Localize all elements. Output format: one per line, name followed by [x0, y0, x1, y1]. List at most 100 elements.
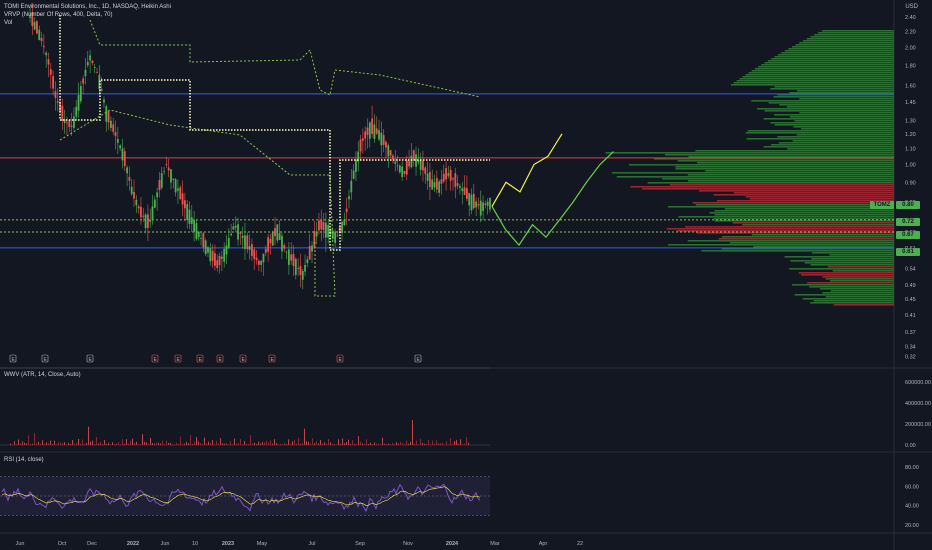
volume-profile-bar — [605, 152, 894, 154]
volume-profile-bar — [830, 290, 894, 292]
wwv-bar — [126, 439, 127, 445]
wwv-bar — [240, 439, 241, 445]
wwv-bar — [248, 443, 249, 445]
volume-profile-bar — [799, 98, 894, 100]
volume-profile-bar — [818, 32, 894, 34]
volume-profile-bar — [784, 50, 894, 52]
wwv-bar — [222, 443, 223, 445]
candle-body — [428, 172, 431, 188]
time-tick-label: May — [257, 541, 268, 547]
wwv-bar — [420, 438, 421, 445]
volume-profile-bar — [825, 296, 894, 298]
legend-vrvp[interactable]: VRVP (Number Of Rows, 400, Delta, 70) — [4, 12, 113, 18]
volume-profile-bar — [757, 108, 894, 110]
candle-body — [343, 219, 346, 225]
volume-profile-bar — [695, 204, 894, 206]
volume-profile-bar — [795, 44, 894, 46]
ticker-tag: TOMZ — [870, 201, 894, 209]
volume-profile-bar — [822, 292, 894, 294]
candle-body — [251, 244, 253, 256]
volume-profile-bar — [794, 294, 894, 296]
volume-profile-bar — [668, 206, 894, 208]
volume-profile-bar — [784, 256, 894, 258]
wwv-bar — [364, 444, 365, 445]
volume-profile-bar — [666, 228, 894, 230]
wwv-bar — [32, 443, 33, 445]
volume-profile-bar — [789, 92, 894, 94]
wwv-bar — [140, 443, 141, 445]
candle-body — [415, 154, 417, 167]
rsi-label[interactable]: RSI (14, close) — [4, 457, 44, 463]
wwv-label[interactable]: WWV (ATR, 14, Close, Auto) — [4, 372, 81, 378]
wwv-bar — [298, 437, 299, 445]
wwv-bar — [442, 442, 443, 445]
candle-body — [200, 238, 202, 239]
earnings-marker-label: E — [339, 357, 343, 363]
candle-body — [281, 235, 283, 252]
candle-body — [156, 192, 159, 198]
wwv-bar — [300, 443, 301, 445]
wwv-bar — [456, 440, 457, 445]
candle-body — [144, 214, 147, 229]
candle-body — [167, 167, 170, 171]
currency-label: USD — [905, 4, 918, 10]
wwv-bar — [356, 443, 357, 445]
legend-vol[interactable]: Vol — [4, 20, 13, 26]
candle-body — [38, 29, 41, 41]
wwv-bar — [434, 443, 435, 445]
volume-profile-bar — [628, 164, 894, 166]
candle-body — [96, 72, 98, 74]
candle-body — [45, 52, 48, 56]
current-price-tag: 0.80 — [896, 201, 920, 209]
wwv-bar — [62, 443, 63, 445]
volume-profile-bar — [721, 248, 894, 250]
wwv-bar — [464, 443, 465, 445]
time-tick-label: 2024 — [446, 541, 459, 547]
wwv-bar — [40, 443, 41, 445]
volume-profile-bar — [713, 194, 894, 196]
volume-profile-bar — [804, 262, 894, 264]
candle-body — [366, 127, 369, 135]
wwv-bar — [78, 438, 79, 445]
earnings-marker-label: E — [12, 357, 16, 363]
volume-profile-bar — [791, 46, 894, 48]
wwv-bar — [144, 441, 145, 445]
candle-body — [327, 224, 330, 238]
wwv-bar — [132, 438, 133, 445]
rsi-tick-label: 20.00 — [905, 523, 919, 529]
candle-body — [341, 221, 343, 234]
wwv-bar — [362, 443, 363, 445]
volume-profile-bar — [754, 68, 894, 70]
wwv-bar — [466, 437, 467, 445]
candle-body — [177, 188, 179, 191]
volume-profile-bar — [714, 214, 894, 216]
wwv-bar — [376, 443, 377, 445]
wwv-bar — [396, 442, 397, 445]
volume-profile-bar — [612, 172, 894, 174]
volume-profile-bar — [664, 154, 894, 156]
price-tick-label: 1.30 — [905, 118, 916, 124]
wwv-bar — [426, 443, 427, 445]
wwv-bar — [42, 440, 43, 445]
wwv-bar — [238, 442, 239, 445]
candle-body — [294, 258, 297, 275]
wwv-bar — [96, 436, 97, 445]
candle-body — [218, 255, 221, 265]
wwv-bar — [282, 444, 283, 445]
candle-body — [461, 188, 464, 192]
volume-profile-bar — [799, 112, 894, 114]
candle-body — [470, 194, 473, 211]
volume-profile-bar — [822, 276, 894, 278]
wwv-bar — [68, 442, 69, 445]
price-tick-label: 2.20 — [905, 30, 916, 36]
wwv-bar — [340, 444, 341, 445]
legend-symbol[interactable]: TOMI Environmental Solutions, Inc., 1D, … — [4, 4, 171, 10]
candle-body — [394, 161, 397, 164]
candle-body — [248, 246, 251, 250]
candle-body — [223, 248, 226, 262]
chart-legend: TOMI Environmental Solutions, Inc., 1D, … — [4, 3, 171, 27]
candle-body — [29, 16, 31, 18]
wwv-bar — [44, 444, 45, 445]
candle-body — [426, 173, 429, 181]
wwv-bar — [190, 435, 191, 445]
